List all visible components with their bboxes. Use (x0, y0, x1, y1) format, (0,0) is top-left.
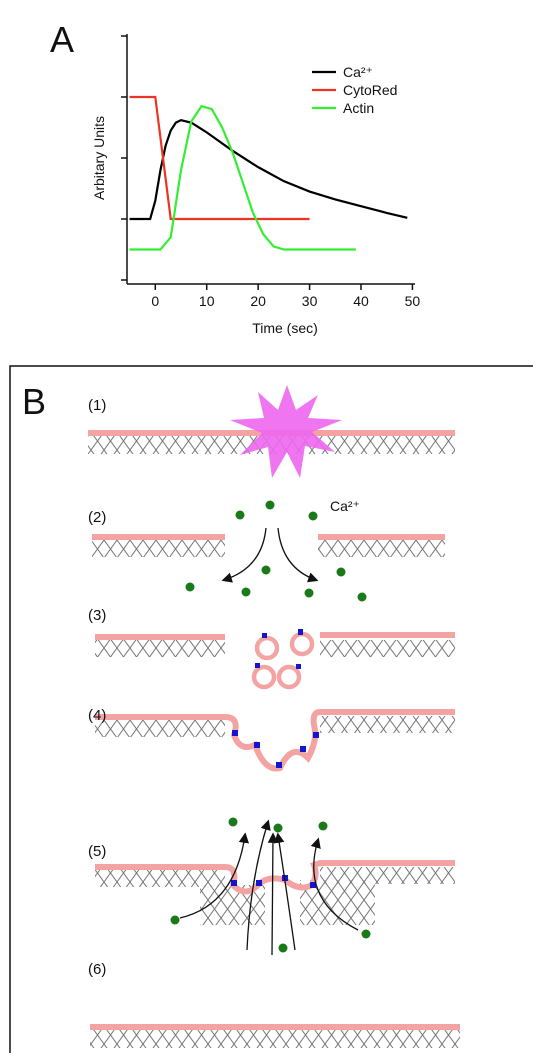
step-label: (2) (88, 509, 106, 526)
arrow (277, 527, 319, 583)
ion-label: Ca²⁺ (330, 498, 360, 514)
actin-mesh (95, 640, 225, 657)
x-axis-label: Time (sec) (252, 320, 318, 336)
arrow (267, 832, 279, 956)
step-label: (6) (88, 961, 106, 978)
legend-label: Ca²⁺ (343, 64, 373, 80)
annexin (232, 730, 319, 768)
actin-mesh (92, 540, 225, 557)
actin-mesh (320, 716, 455, 733)
step-label: (5) (88, 843, 106, 860)
step-label: (4) (88, 707, 106, 724)
x-tick-label: 20 (250, 293, 266, 309)
series-line (129, 119, 408, 221)
legend-label: Actin (343, 100, 374, 116)
wound (230, 385, 342, 478)
x-tick-label: 10 (199, 293, 215, 309)
arrow (246, 819, 271, 951)
actin-mesh (95, 720, 225, 737)
y-axis-label: Arbitary Units (91, 116, 107, 200)
step-label: (3) (88, 607, 106, 624)
step-label: (1) (88, 397, 106, 414)
calcium-ions (170, 817, 371, 953)
actin-mesh (320, 867, 455, 884)
x-tick-label: 0 (151, 293, 159, 309)
arrow (310, 837, 359, 931)
x-tick-label: 40 (353, 293, 369, 309)
arrow (274, 832, 296, 951)
annexin (255, 629, 303, 669)
legend-label: CytoRed (343, 82, 397, 98)
x-tick-label: 30 (302, 293, 318, 309)
step-labels: (1) (2) (3) (4) (5) (6) (88, 397, 106, 978)
panel-frame (9, 365, 533, 1053)
diagram (88, 385, 460, 1048)
arrow (179, 832, 250, 919)
actin-mesh (95, 870, 225, 887)
actin-mesh (318, 540, 445, 557)
arrow (221, 527, 267, 583)
vesicles (251, 631, 315, 690)
panel-label: B (22, 381, 46, 422)
x-tick-label: 50 (405, 293, 421, 309)
panel-label: A (50, 19, 74, 60)
series-line (129, 104, 356, 251)
line-chart: 0 10 20 30 40 50 Time (sec) Arbitary Units Ca²⁺ C… (91, 34, 420, 336)
actin-mesh (320, 640, 455, 657)
calcium-ions (185, 500, 367, 602)
series-line (129, 95, 310, 221)
actin-mesh (90, 1030, 460, 1048)
